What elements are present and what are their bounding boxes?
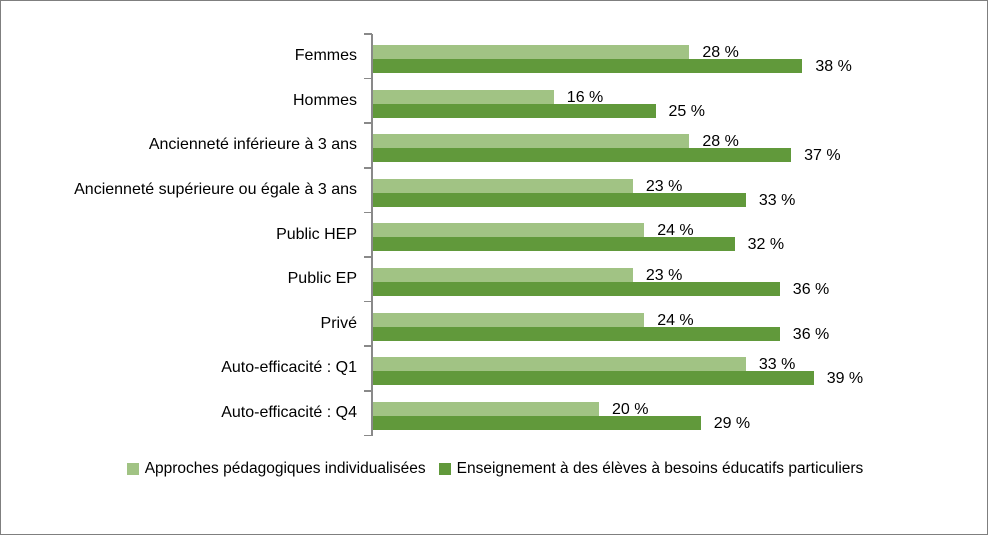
value-label-series1: 28 %	[702, 44, 739, 61]
bar-series1	[373, 89, 554, 104]
value-label-series2: 37 %	[804, 147, 841, 165]
legend-swatch-series1	[126, 463, 139, 475]
bar-series2	[373, 371, 814, 386]
value-label-series2: 33 %	[758, 191, 796, 209]
axis-tick	[364, 211, 372, 214]
value-label-series2: 36 %	[792, 325, 830, 343]
bar-series1	[373, 223, 645, 238]
category-row: Auto-efficacité : Q4 20 % 29 %	[1, 391, 987, 436]
value-label-series2: 39 %	[826, 370, 864, 388]
legend-label-series1: Approches pédagogiques individualisées	[144, 460, 426, 477]
bar-series2	[373, 192, 746, 207]
legend-item-series2: Enseignement à des élèves à besoins éduc…	[438, 460, 864, 478]
bar-series2	[373, 415, 701, 430]
category-row: Privé 24 % 36 %	[1, 302, 987, 347]
category-label: Ancienneté supérieure ou égale à 3 ans	[74, 181, 357, 199]
category-label: Public EP	[287, 270, 357, 288]
value-label-series1: 33 %	[758, 356, 796, 374]
category-label: Public HEP	[276, 225, 357, 243]
plot-area: Femmes 28 % 38 % Hommes 16 % 25 % Ancien…	[1, 33, 987, 437]
category-row: Auto-efficacité : Q1 33 % 39 %	[1, 346, 987, 391]
axis-tick	[364, 390, 372, 392]
legend-swatch-series2	[438, 463, 451, 475]
legend: Approches pédagogiques individualisées E…	[1, 454, 987, 484]
value-label-series1: 20 %	[612, 400, 649, 418]
category-label: Ancienneté inférieure à 3 ans	[148, 136, 357, 154]
value-label-series1: 23 %	[645, 267, 683, 284]
axis-tick	[364, 345, 372, 347]
axis-tick	[364, 300, 372, 303]
bar-series2	[373, 103, 656, 118]
axis-tick	[364, 256, 372, 258]
bar-series1	[373, 401, 599, 416]
category-row: Public EP 23 % 36 %	[1, 257, 987, 302]
category-label: Privé	[320, 314, 357, 332]
bar-series1	[373, 45, 690, 59]
bar-series1	[373, 268, 633, 282]
bar-series2	[373, 326, 780, 341]
axis-tick	[364, 33, 372, 35]
category-row: Ancienneté inférieure à 3 ans 28 % 37 %	[1, 123, 987, 168]
value-label-series2: 36 %	[792, 281, 830, 298]
category-label: Auto-efficacité : Q4	[221, 404, 357, 422]
bar-series2	[373, 282, 780, 296]
category-axis-line	[371, 34, 373, 436]
axis-tick	[364, 434, 372, 437]
value-label-series1: 23 %	[645, 177, 683, 195]
bar-series1	[373, 312, 645, 327]
category-label: Femmes	[294, 47, 357, 65]
category-row: Public HEP 24 % 32 %	[1, 212, 987, 257]
axis-tick	[364, 122, 372, 124]
value-label-series1: 24 %	[657, 311, 694, 329]
value-label-series1: 16 %	[566, 88, 604, 106]
value-label-series1: 28 %	[702, 133, 739, 151]
category-row: Femmes 28 % 38 %	[1, 34, 987, 79]
category-label: Auto-efficacité : Q1	[221, 359, 357, 377]
legend-label-series2: Enseignement à des élèves à besoins éduc…	[456, 460, 864, 477]
category-label: Hommes	[292, 91, 357, 109]
axis-tick	[364, 167, 372, 169]
axis-tick	[364, 77, 372, 80]
bar-series1	[373, 357, 746, 372]
value-label-series1: 24 %	[657, 222, 694, 240]
bar-series1	[373, 178, 633, 193]
value-label-series2: 29 %	[713, 414, 751, 432]
value-label-series2: 32 %	[747, 236, 785, 254]
bar-series1	[373, 134, 690, 149]
value-label-series2: 38 %	[815, 58, 852, 75]
bar-series2	[373, 148, 792, 163]
category-row: Ancienneté supérieure ou égale à 3 ans 2…	[1, 168, 987, 213]
bar-series2	[373, 59, 803, 73]
category-row: Hommes 16 % 25 %	[1, 79, 987, 124]
bar-series2	[373, 237, 735, 252]
legend-item-series1: Approches pédagogiques individualisées	[126, 460, 426, 478]
value-label-series2: 25 %	[668, 102, 705, 120]
